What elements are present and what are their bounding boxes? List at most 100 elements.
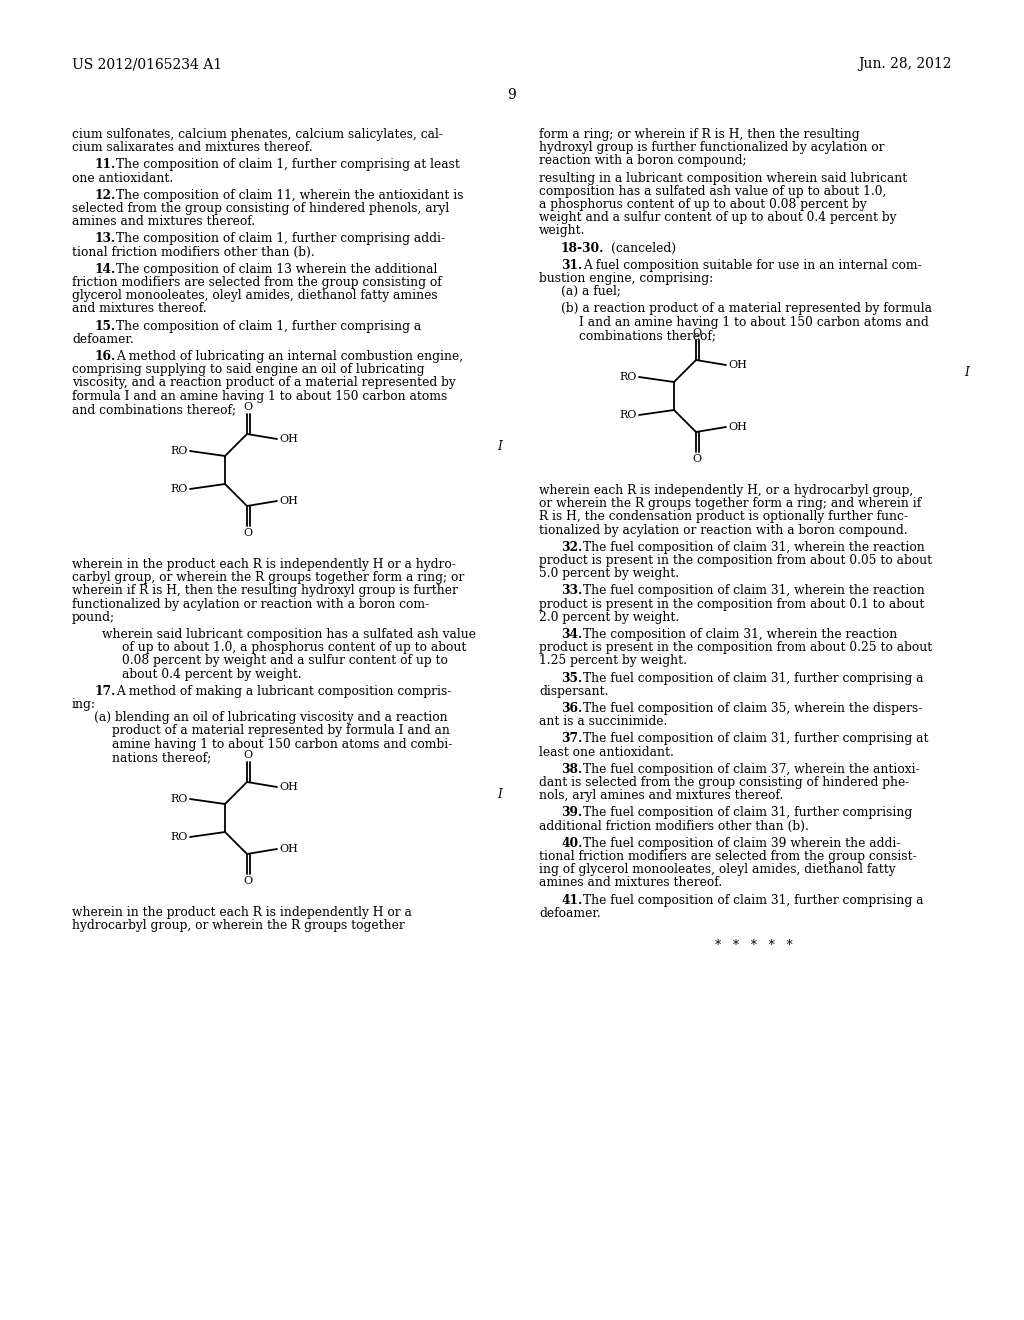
Text: pound;: pound;	[72, 611, 115, 624]
Text: additional friction modifiers other than (b).: additional friction modifiers other than…	[539, 820, 809, 833]
Text: 33.: 33.	[561, 585, 583, 598]
Text: wherein in the product each R is independently H or a: wherein in the product each R is indepen…	[72, 906, 412, 919]
Text: 38.: 38.	[561, 763, 583, 776]
Text: A method of lubricating an internal combustion engine,: A method of lubricating an internal comb…	[116, 350, 463, 363]
Text: I: I	[497, 788, 502, 801]
Text: *   *   *   *   *: * * * * *	[715, 939, 793, 952]
Text: The fuel composition of claim 31, further comprising: The fuel composition of claim 31, furthe…	[583, 807, 912, 820]
Text: The composition of claim 1, further comprising at least: The composition of claim 1, further comp…	[116, 158, 460, 172]
Text: of up to about 1.0, a phosphorus content of up to about: of up to about 1.0, a phosphorus content…	[122, 642, 466, 655]
Text: defoamer.: defoamer.	[72, 333, 134, 346]
Text: 31.: 31.	[561, 259, 583, 272]
Text: 13.: 13.	[94, 232, 116, 246]
Text: comprising supplying to said engine an oil of lubricating: comprising supplying to said engine an o…	[72, 363, 425, 376]
Text: 40.: 40.	[561, 837, 583, 850]
Text: US 2012/0165234 A1: US 2012/0165234 A1	[72, 57, 222, 71]
Text: composition has a sulfated ash value of up to about 1.0,: composition has a sulfated ash value of …	[539, 185, 887, 198]
Text: 0.08 percent by weight and a sulfur content of up to: 0.08 percent by weight and a sulfur cont…	[122, 655, 447, 668]
Text: wherein said lubricant composition has a sulfated ash value: wherein said lubricant composition has a…	[102, 628, 476, 642]
Text: OH: OH	[279, 843, 298, 854]
Text: A fuel composition suitable for use in an internal com-: A fuel composition suitable for use in a…	[583, 259, 922, 272]
Text: cium salixarates and mixtures thereof.: cium salixarates and mixtures thereof.	[72, 141, 312, 154]
Text: wherein if R is H, then the resulting hydroxyl group is further: wherein if R is H, then the resulting hy…	[72, 585, 458, 598]
Text: 35.: 35.	[561, 672, 582, 685]
Text: RO: RO	[171, 832, 188, 842]
Text: product is present in the composition from about 0.25 to about: product is present in the composition fr…	[539, 642, 932, 655]
Text: amines and mixtures thereof.: amines and mixtures thereof.	[72, 215, 255, 228]
Text: The composition of claim 1, further comprising addi-: The composition of claim 1, further comp…	[116, 232, 445, 246]
Text: and combinations thereof;: and combinations thereof;	[72, 403, 237, 416]
Text: nols, aryl amines and mixtures thereof.: nols, aryl amines and mixtures thereof.	[539, 789, 783, 803]
Text: tionalized by acylation or reaction with a boron compound.: tionalized by acylation or reaction with…	[539, 524, 907, 537]
Text: 16.: 16.	[94, 350, 116, 363]
Text: O: O	[244, 403, 253, 412]
Text: product of a material represented by formula I and an: product of a material represented by for…	[112, 725, 450, 738]
Text: 1.25 percent by weight.: 1.25 percent by weight.	[539, 655, 687, 668]
Text: and mixtures thereof.: and mixtures thereof.	[72, 302, 207, 315]
Text: OH: OH	[728, 422, 746, 432]
Text: A method of making a lubricant composition compris-: A method of making a lubricant compositi…	[116, 685, 452, 698]
Text: O: O	[244, 750, 253, 760]
Text: friction modifiers are selected from the group consisting of: friction modifiers are selected from the…	[72, 276, 441, 289]
Text: selected from the group consisting of hindered phenols, aryl: selected from the group consisting of hi…	[72, 202, 450, 215]
Text: weight.: weight.	[539, 224, 586, 238]
Text: 14.: 14.	[94, 263, 116, 276]
Text: 12.: 12.	[94, 189, 116, 202]
Text: product is present in the composition from about 0.05 to about: product is present in the composition fr…	[539, 554, 932, 568]
Text: The composition of claim 31, wherein the reaction: The composition of claim 31, wherein the…	[583, 628, 897, 642]
Text: 39.: 39.	[561, 807, 582, 820]
Text: I: I	[965, 366, 969, 379]
Text: least one antioxidant.: least one antioxidant.	[539, 746, 674, 759]
Text: amines and mixtures thereof.: amines and mixtures thereof.	[539, 876, 722, 890]
Text: 11.: 11.	[94, 158, 116, 172]
Text: tional friction modifiers other than (b).: tional friction modifiers other than (b)…	[72, 246, 314, 259]
Text: 2.0 percent by weight.: 2.0 percent by weight.	[539, 611, 679, 624]
Text: product is present in the composition from about 0.1 to about: product is present in the composition fr…	[539, 598, 925, 611]
Text: a phosphorus content of up to about 0.08 percent by: a phosphorus content of up to about 0.08…	[539, 198, 866, 211]
Text: The composition of claim 1, further comprising a: The composition of claim 1, further comp…	[116, 319, 421, 333]
Text: functionalized by acylation or reaction with a boron com-: functionalized by acylation or reaction …	[72, 598, 429, 611]
Text: 9: 9	[508, 88, 516, 102]
Text: defoamer.: defoamer.	[539, 907, 601, 920]
Text: viscosity, and a reaction product of a material represented by: viscosity, and a reaction product of a m…	[72, 376, 456, 389]
Text: (a) blending an oil of lubricating viscosity and a reaction: (a) blending an oil of lubricating visco…	[94, 711, 447, 725]
Text: O: O	[692, 454, 701, 465]
Text: Jun. 28, 2012: Jun. 28, 2012	[858, 57, 952, 71]
Text: RO: RO	[171, 446, 188, 455]
Text: 15.: 15.	[94, 319, 115, 333]
Text: amine having 1 to about 150 carbon atoms and combi-: amine having 1 to about 150 carbon atoms…	[112, 738, 453, 751]
Text: wherein in the product each R is independently H or a hydro-: wherein in the product each R is indepen…	[72, 558, 456, 572]
Text: The fuel composition of claim 31, further comprising a: The fuel composition of claim 31, furthe…	[583, 894, 924, 907]
Text: ing:: ing:	[72, 698, 96, 711]
Text: 18-30.: 18-30.	[561, 242, 604, 255]
Text: O: O	[244, 876, 253, 886]
Text: The fuel composition of claim 31, wherein the reaction: The fuel composition of claim 31, wherei…	[583, 541, 925, 554]
Text: The fuel composition of claim 37, wherein the antioxi-: The fuel composition of claim 37, wherei…	[583, 763, 920, 776]
Text: carbyl group, or wherein the R groups together form a ring; or: carbyl group, or wherein the R groups to…	[72, 572, 464, 585]
Text: The fuel composition of claim 31, further comprising a: The fuel composition of claim 31, furthe…	[583, 672, 924, 685]
Text: 37.: 37.	[561, 733, 583, 746]
Text: The fuel composition of claim 39 wherein the addi-: The fuel composition of claim 39 wherein…	[583, 837, 900, 850]
Text: O: O	[692, 327, 701, 338]
Text: 36.: 36.	[561, 702, 583, 715]
Text: The fuel composition of claim 35, wherein the dispers-: The fuel composition of claim 35, wherei…	[583, 702, 923, 715]
Text: form a ring; or wherein if R is H, then the resulting: form a ring; or wherein if R is H, then …	[539, 128, 859, 141]
Text: The composition of claim 13 wherein the additional: The composition of claim 13 wherein the …	[116, 263, 437, 276]
Text: OH: OH	[279, 434, 298, 444]
Text: I: I	[497, 440, 502, 453]
Text: RO: RO	[620, 372, 637, 381]
Text: dispersant.: dispersant.	[539, 685, 608, 698]
Text: hydrocarbyl group, or wherein the R groups together: hydrocarbyl group, or wherein the R grou…	[72, 919, 404, 932]
Text: weight and a sulfur content of up to about 0.4 percent by: weight and a sulfur content of up to abo…	[539, 211, 896, 224]
Text: glycerol monooleates, oleyl amides, diethanol fatty amines: glycerol monooleates, oleyl amides, diet…	[72, 289, 437, 302]
Text: ant is a succinimide.: ant is a succinimide.	[539, 715, 668, 729]
Text: (a) a fuel;: (a) a fuel;	[561, 285, 621, 298]
Text: combinations thereof;: combinations thereof;	[579, 329, 716, 342]
Text: tional friction modifiers are selected from the group consist-: tional friction modifiers are selected f…	[539, 850, 916, 863]
Text: (canceled): (canceled)	[611, 242, 676, 255]
Text: (b) a reaction product of a material represented by formula: (b) a reaction product of a material rep…	[561, 302, 932, 315]
Text: ing of glycerol monooleates, oleyl amides, diethanol fatty: ing of glycerol monooleates, oleyl amide…	[539, 863, 896, 876]
Text: about 0.4 percent by weight.: about 0.4 percent by weight.	[122, 668, 302, 681]
Text: RO: RO	[620, 411, 637, 420]
Text: resulting in a lubricant composition wherein said lubricant: resulting in a lubricant composition whe…	[539, 172, 907, 185]
